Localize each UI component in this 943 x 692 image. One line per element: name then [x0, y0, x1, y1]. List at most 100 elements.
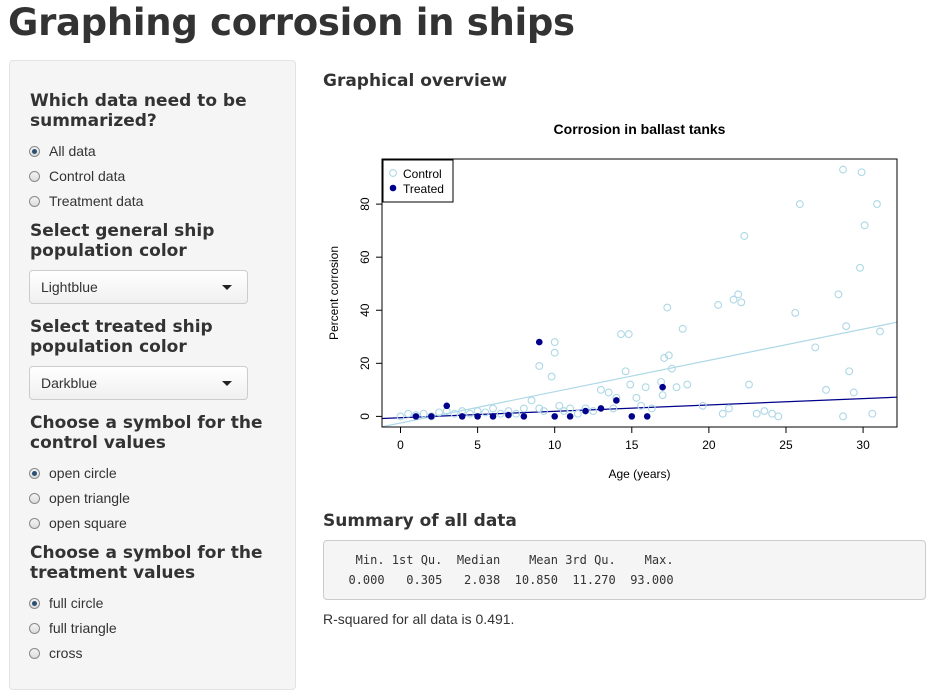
control-point [752, 409, 761, 418]
treatment-symbol-title: Choose a symbol for the treatment values [30, 543, 263, 583]
control-point [876, 327, 884, 336]
legend-treated-label: Treated [403, 182, 444, 196]
radio-label: Control data [49, 168, 126, 184]
treated-color-select[interactable]: Darkblue [29, 366, 248, 400]
control-point [481, 408, 490, 417]
treated-point [628, 413, 636, 420]
page-title: Graphing corrosion in ships [8, 1, 575, 44]
control-point [658, 391, 667, 400]
control-point [550, 348, 559, 357]
control-point [641, 383, 650, 392]
select-value: Lightblue [41, 279, 98, 295]
treated-point [535, 338, 543, 346]
radio-open-triangle[interactable]: open triangle [29, 489, 130, 507]
control-point [724, 404, 733, 413]
control-point [465, 409, 474, 418]
control-point [450, 409, 459, 418]
fit-line-control [382, 321, 897, 427]
radio-treatment-data[interactable]: Treatment data [29, 192, 143, 210]
control-point [663, 303, 672, 312]
control-point [419, 409, 428, 418]
general-color-select[interactable]: Lightblue [29, 270, 248, 304]
radio-button[interactable] [29, 492, 40, 504]
y-tick-label: 0 [358, 413, 372, 420]
radio-label: open circle [49, 465, 117, 481]
radio-open-square[interactable]: open square [29, 514, 127, 532]
control-point [597, 385, 605, 394]
control-point [667, 364, 676, 373]
corrosion-chart: Corrosion in ballast tanks 0 5 10 15 20 25 30 0 2… [327, 121, 898, 481]
control-point [637, 401, 645, 410]
radio-all-data[interactable]: All data [29, 142, 96, 160]
control-point [527, 396, 536, 405]
x-tick-label: 30 [856, 438, 870, 452]
x-tick-label: 20 [702, 438, 716, 452]
control-point [404, 409, 413, 418]
legend-control-label: Control [403, 167, 442, 181]
control-point [842, 322, 851, 331]
control-point [760, 407, 769, 416]
control-point [535, 404, 544, 413]
treated-point [613, 397, 620, 404]
control-point [550, 338, 559, 347]
fit-line-treated [382, 396, 897, 420]
control-point [566, 404, 575, 413]
summary-output: Min. 1st Qu. Median Mean 3rd Qu. Max. 0.… [323, 540, 926, 600]
control-point [672, 383, 681, 392]
x-axis-label: Age (years) [608, 467, 670, 481]
radio-button[interactable] [29, 517, 40, 529]
control-point [396, 412, 405, 421]
radio-cross[interactable]: cross [29, 644, 82, 662]
control-symbol-title: Choose a symbol for the control values [30, 413, 263, 453]
treated-point [458, 413, 466, 420]
chart-title: Corrosion in ballast tanks [554, 121, 726, 137]
radio-full-circle[interactable]: full circle [29, 594, 103, 612]
treated-point [474, 413, 481, 420]
treated-point [489, 413, 497, 420]
radio-button[interactable] [29, 597, 40, 609]
control-point [845, 367, 854, 376]
control-point [745, 380, 753, 389]
control-point [664, 351, 673, 360]
data-section-title: Which data need to be summarized? [30, 91, 247, 131]
radio-label: All data [49, 143, 96, 159]
x-tick-label: 0 [397, 438, 404, 452]
radio-button[interactable] [29, 170, 40, 182]
control-point [539, 407, 548, 416]
radio-button[interactable] [29, 195, 40, 207]
y-tick-label: 20 [358, 356, 372, 370]
control-point [547, 372, 556, 381]
control-point [834, 290, 843, 299]
control-point [519, 404, 528, 413]
control-point [660, 354, 669, 362]
y-tick-label: 60 [358, 250, 372, 264]
legend-box [382, 159, 454, 203]
radio-button[interactable] [29, 647, 40, 659]
radio-button[interactable] [29, 622, 40, 634]
treated-point [566, 413, 574, 420]
control-point [535, 362, 544, 370]
radio-button[interactable] [29, 467, 40, 479]
control-point [729, 295, 738, 304]
x-tick-label: 5 [474, 438, 481, 452]
treated-point [597, 405, 605, 412]
treated-point [520, 413, 528, 420]
radio-button[interactable] [29, 145, 40, 157]
treated-point [643, 413, 651, 420]
control-point [617, 330, 625, 339]
control-point [839, 412, 847, 421]
radio-label: full circle [49, 595, 104, 611]
summary-heading: Summary of all data [323, 511, 517, 531]
radio-full-triangle[interactable]: full triangle [29, 619, 117, 637]
radio-open-circle[interactable]: open circle [29, 464, 117, 482]
control-point [589, 407, 598, 416]
control-point [849, 388, 858, 397]
overview-heading: Graphical overview [323, 71, 508, 91]
y-tick-label: 40 [358, 303, 372, 317]
x-tick-label: 15 [625, 438, 639, 452]
control-point [795, 200, 804, 209]
x-tick-label: 10 [548, 438, 562, 452]
radio-control-data[interactable]: Control data [29, 167, 125, 185]
control-point [698, 401, 707, 410]
radio-label: open triangle [49, 490, 130, 506]
